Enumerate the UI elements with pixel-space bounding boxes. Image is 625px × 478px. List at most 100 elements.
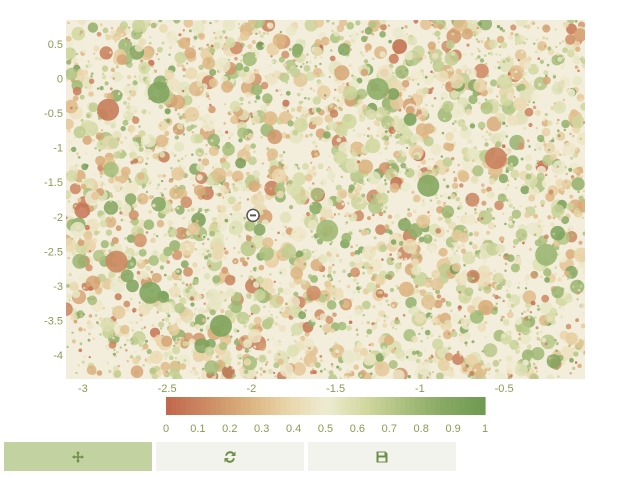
scatter-point — [75, 106, 78, 110]
scatter-point — [567, 49, 575, 58]
scatter-point — [143, 219, 155, 230]
scatter-point — [70, 237, 74, 241]
scatter-point — [127, 102, 131, 105]
scatter-point — [496, 95, 499, 98]
y-tick-label: -1 — [53, 143, 63, 155]
scatter-point — [161, 335, 173, 347]
scatter-point — [542, 118, 546, 122]
scatter-point — [302, 54, 307, 60]
scatter-point — [391, 348, 396, 354]
scatter-point — [524, 316, 529, 321]
scatter-point — [459, 34, 463, 38]
scatter-point — [253, 345, 257, 349]
scatter-point — [336, 365, 340, 369]
scatter-point — [227, 304, 232, 310]
scatter-point — [384, 130, 388, 134]
scatter-point — [450, 103, 465, 118]
scatter-point — [431, 52, 439, 60]
scatter-point — [572, 285, 575, 289]
y-tick-label: -2 — [53, 212, 63, 224]
scatter-point — [253, 275, 257, 279]
scatter-point — [378, 211, 384, 217]
scatter-point — [137, 258, 143, 264]
scatter-point — [582, 121, 585, 124]
scatter-point — [290, 67, 301, 78]
scatter-point — [164, 130, 170, 136]
scatter-point — [298, 338, 302, 342]
scatter-point — [518, 346, 521, 349]
scatter-point — [330, 49, 333, 52]
scatter-point — [429, 333, 434, 338]
scatter-point — [411, 350, 417, 356]
scatter-point — [361, 322, 364, 325]
scatter-point — [353, 364, 360, 371]
scatter-point — [159, 265, 165, 270]
scatter-point — [431, 32, 434, 35]
scatter-point — [202, 235, 206, 239]
scatter-point — [444, 217, 452, 224]
scatter-point — [318, 138, 322, 141]
x-axis: -3 -2.5 -2 -1.5 -1 -0.5 — [78, 383, 514, 395]
scatter-point — [489, 51, 494, 56]
scatter-point — [338, 300, 344, 306]
scatter-point — [279, 271, 282, 274]
scatter-point — [579, 339, 582, 342]
scatter-point — [292, 362, 307, 376]
scatter-point — [404, 51, 414, 61]
colorbar-segment — [440, 397, 446, 415]
scatter-point — [533, 316, 537, 319]
scatter-point — [194, 133, 204, 144]
scatter-point — [526, 103, 530, 107]
scatter-point — [286, 181, 302, 197]
scatter-point — [304, 97, 307, 100]
scatter-point — [160, 179, 164, 183]
scatter-point — [247, 235, 251, 239]
scatter-point — [416, 361, 431, 376]
scatter-point — [254, 170, 257, 174]
colorbar-segment — [410, 397, 416, 415]
scatter-point — [80, 30, 83, 34]
scatter-point — [551, 204, 565, 218]
scatter-point — [417, 255, 420, 258]
scatter-point — [509, 57, 514, 62]
scatter-point — [281, 50, 290, 59]
scatter-point — [211, 247, 215, 250]
scatter-point — [125, 37, 128, 40]
scatter-point — [462, 367, 468, 372]
scatter-point — [518, 83, 526, 91]
scatter-point — [544, 142, 556, 154]
scatter-point — [507, 72, 511, 76]
scatter-point — [145, 339, 148, 343]
scatter-point — [469, 364, 473, 368]
scatter-point — [502, 60, 506, 63]
scatter-point — [465, 108, 472, 116]
scatter-point — [134, 43, 144, 52]
save-button[interactable] — [308, 442, 456, 471]
scatter-point — [309, 87, 313, 90]
scatter-point — [336, 137, 342, 143]
pan-button[interactable] — [4, 442, 152, 471]
scatter-point — [519, 332, 532, 345]
scatter-point — [581, 58, 585, 64]
scatter-point — [505, 199, 509, 202]
scatter-point — [209, 47, 216, 54]
scatter-point — [130, 132, 133, 135]
scatter-point — [250, 304, 261, 315]
scatter-point — [358, 178, 364, 185]
scatter-point — [277, 292, 280, 295]
scatter-point — [409, 267, 412, 271]
reset-button[interactable] — [156, 442, 304, 471]
scatter-point — [494, 294, 499, 300]
scatter-point — [98, 181, 103, 186]
scatter-point — [370, 194, 374, 198]
scatter-point — [200, 88, 203, 91]
scatter-point — [524, 278, 527, 281]
scatter-point — [225, 355, 232, 363]
scatter-point — [419, 115, 426, 122]
scatter-point — [554, 28, 557, 31]
scatter-point — [507, 55, 511, 59]
scatter-point — [168, 46, 173, 50]
scatter-point — [342, 269, 346, 274]
scatter-point — [267, 129, 283, 145]
scatter-point — [409, 306, 420, 316]
